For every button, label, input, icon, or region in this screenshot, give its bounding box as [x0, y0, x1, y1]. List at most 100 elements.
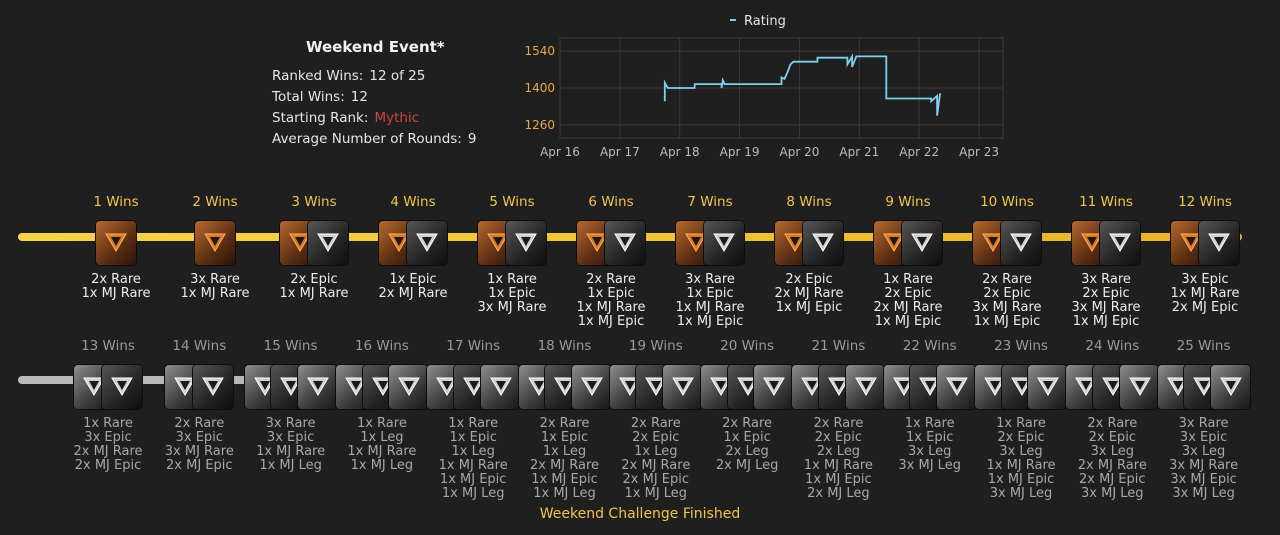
reward-packs — [518, 361, 611, 413]
reward-line: 3x Rare — [265, 416, 316, 431]
reward-line: 2x Rare — [539, 416, 590, 431]
orange-pack-icon — [195, 221, 235, 265]
reward-list: 2x Rare 2x Epic 2x Leg 1x MJ Rare 1x MJ Epic… — [792, 417, 884, 501]
reward-line: 3x Leg — [908, 444, 952, 459]
reward-line: 2x MJ Leg — [715, 458, 779, 473]
reward-line: 2x Epic — [997, 430, 1045, 445]
reward-line: 2x MJ Rare — [873, 300, 943, 315]
wins-label: 24 Wins — [1085, 338, 1140, 354]
reward-list: 2x Epic 1x MJ Rare — [268, 273, 360, 301]
dark-pack-icon — [407, 221, 447, 265]
reward-node-6-wins: 6 Wins 2x Rare 1x Epic 1x MJ Rare 1x MJ Epic — [565, 193, 657, 329]
reward-line: 2x MJ Rare — [73, 444, 143, 459]
wins-label: 4 Wins — [390, 194, 436, 210]
reward-list: 3x Rare 3x Epic 1x MJ Rare 1x MJ Leg — [245, 417, 337, 473]
reward-line: 2x MJ Epic — [1079, 472, 1146, 487]
reward-packs — [883, 361, 976, 413]
reward-line: 1x MJ Rare — [347, 444, 417, 459]
silver-pack-icon — [754, 365, 794, 409]
reward-list: 2x Rare 1x Epic 1x Leg 2x MJ Rare 1x MJ Epic… — [519, 417, 611, 501]
reward-line: 2x Rare — [1087, 416, 1138, 431]
reward-packs — [1159, 217, 1251, 269]
wins-label: 22 Wins — [902, 338, 957, 354]
reward-node-24-wins: 24 Wins 2x Rare 2x Epic 3x Leg 2x MJ Rare 2x … — [1066, 337, 1159, 501]
reward-packs — [792, 361, 885, 413]
reward-line: 2x MJ Epic — [1171, 300, 1239, 315]
reward-packs — [1060, 217, 1152, 269]
wins-label: 25 Wins — [1176, 338, 1231, 354]
reward-line: 2x Epic — [785, 272, 833, 287]
starting-rank-row: Starting Rank: Mythic — [272, 108, 512, 129]
y-tick-label: 1260 — [524, 118, 555, 132]
legend-label: Rating — [744, 14, 786, 29]
reward-line: 1x Leg — [360, 430, 404, 445]
dark-pack-icon — [605, 221, 645, 265]
reward-line: 1x MJ Rare — [576, 300, 646, 315]
reward-node-7-wins: 7 Wins 3x Rare 1x Epic 1x MJ Rare 1x MJ Epic — [664, 193, 756, 329]
silver-pack-icon — [1210, 365, 1250, 409]
reward-line: 1x Epic — [723, 430, 771, 445]
wins-label: 2 Wins — [192, 194, 238, 210]
reward-line: 1x MJ Leg — [350, 458, 414, 473]
reward-node-9-wins: 9 Wins 1x Rare 2x Epic 2x MJ Rare 1x MJ Epic — [862, 193, 954, 329]
reward-line: 1x Rare — [904, 416, 955, 431]
total-wins-row: Total Wins: 12 — [272, 87, 512, 108]
reward-list: 2x Rare 3x Epic 3x MJ Rare 2x MJ Epic — [153, 417, 245, 473]
reward-line: 1x MJ Leg — [624, 486, 688, 501]
reward-list: 2x Rare 2x Epic 3x MJ Rare 1x MJ Epic — [961, 273, 1053, 329]
reward-list: 1x Rare 1x Leg 1x MJ Rare 1x MJ Leg — [336, 417, 428, 473]
reward-node-10-wins: 10 Wins 2x Rare 2x Epic 3x MJ Rare 1x MJ Epi… — [961, 193, 1053, 329]
reward-line: 3x Epic — [1181, 272, 1229, 287]
reward-line: 2x Epic — [632, 430, 680, 445]
reward-line: 2x MJ Rare — [621, 458, 691, 473]
reward-line: 1x MJ Epic — [987, 472, 1055, 487]
event-title: Weekend Event* — [306, 38, 445, 56]
rating-chart-svg: Apr 16 Apr 17 Apr 18 Apr 19 Apr 20 Apr 21 Apr … — [524, 14, 1004, 159]
reward-node-11-wins: 11 Wins 3x Rare 2x Epic 3x MJ Rare 1x MJ Epi… — [1060, 193, 1152, 329]
reward-line: 1x MJ Leg — [259, 458, 322, 473]
wins-label: 8 Wins — [786, 194, 832, 210]
dark-pack-icon — [704, 221, 744, 265]
wins-label: 19 Wins — [628, 338, 683, 354]
orange-pack-icon — [96, 221, 136, 265]
reward-node-15-wins: 15 Wins 3x Rare 3x Epic 1x MJ Rare 1x MJ Leg — [244, 337, 337, 473]
reward-line: 3x Rare — [190, 272, 240, 287]
wins-label: 7 Wins — [687, 194, 733, 210]
reward-list: 3x Rare 1x Epic 1x MJ Rare 1x MJ Epic — [664, 273, 756, 329]
reward-line: 2x Leg — [816, 444, 861, 459]
reward-line: 1x MJ Rare — [1170, 286, 1240, 301]
reward-line: 3x Leg — [1090, 444, 1134, 459]
wins-label: 11 Wins — [1079, 194, 1133, 210]
reward-line: 3x MJ Rare — [164, 444, 234, 459]
reward-line: 1x Leg — [542, 444, 587, 459]
reward-line: 3x MJ Leg — [1172, 486, 1235, 501]
reward-packs — [664, 217, 756, 269]
wins-label: 17 Wins — [446, 338, 501, 354]
wins-label: 20 Wins — [720, 338, 775, 354]
reward-line: 2x Rare — [630, 416, 681, 431]
ranked-wins-row: Ranked Wins: 12 of 25 — [272, 66, 512, 87]
reward-list: 2x Rare 2x Epic 3x Leg 2x MJ Rare 2x MJ Epic… — [1066, 417, 1158, 501]
reward-packs — [153, 361, 245, 413]
reward-line: 2x MJ Epic — [166, 458, 233, 473]
rating-series-line — [663, 53, 941, 116]
reward-node-3-wins: 3 Wins 2x Epic 1x MJ Rare — [268, 193, 360, 301]
reward-node-14-wins: 14 Wins 2x Rare 3x Epic 3x MJ Rare 2x MJ Epi… — [153, 337, 245, 473]
reward-line: 2x MJ Rare — [1077, 458, 1147, 473]
reward-list: 1x Rare 3x Epic 2x MJ Rare 2x MJ Epic — [62, 417, 154, 473]
reward-line: 1x MJ Rare — [279, 286, 349, 301]
dark-pack-icon — [1001, 221, 1041, 265]
reward-packs — [763, 217, 855, 269]
reward-line: 3x Epic — [175, 430, 223, 445]
reward-line: 1x MJ Rare — [986, 458, 1056, 473]
reward-line: 3x MJ Rare — [1169, 458, 1239, 473]
silver-pack-icon — [297, 365, 337, 409]
dark-pack-icon — [102, 365, 142, 409]
silver-pack-icon — [480, 365, 520, 409]
dark-pack-icon — [1199, 221, 1239, 265]
reward-line: 1x MJ Leg — [441, 486, 505, 501]
reward-list: 2x Rare 1x Epic 2x Leg 2x MJ Leg — [701, 417, 793, 473]
reward-list: 3x Epic 1x MJ Rare 2x MJ Epic — [1159, 273, 1251, 315]
reward-line: 3x Epic — [266, 430, 315, 445]
event-summary: Weekend Event* Ranked Wins: 12 of 25 Tota… — [272, 38, 512, 150]
